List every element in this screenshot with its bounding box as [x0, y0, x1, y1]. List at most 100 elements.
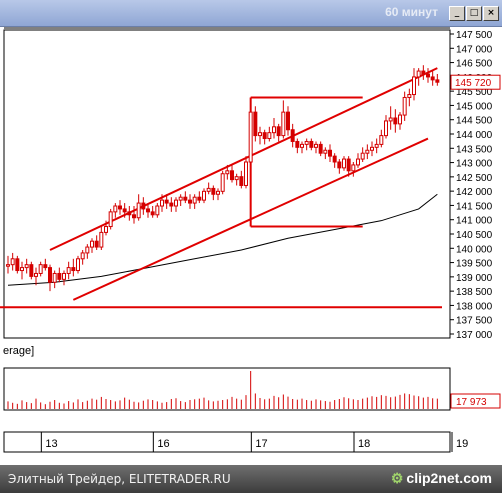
candle-body	[52, 272, 57, 283]
volume-panel: 17 973	[3, 367, 501, 411]
candle-body	[71, 267, 76, 272]
candle-body	[43, 264, 48, 269]
candle-body	[426, 73, 430, 78]
y-tick-label: 144 000	[456, 130, 493, 141]
y-tick-label: 139 000	[456, 273, 493, 284]
candle-body	[332, 155, 337, 163]
candle-body	[360, 152, 365, 160]
candle-body	[113, 205, 118, 213]
candle-body	[435, 79, 440, 83]
candle-body	[239, 176, 244, 186]
candle-body	[421, 70, 426, 75]
candle-body	[146, 208, 150, 213]
candle-body	[225, 170, 230, 175]
candle-body	[66, 267, 71, 274]
candle-body	[356, 158, 360, 166]
candle-body	[183, 196, 188, 201]
candle-body	[393, 117, 398, 125]
candle-body	[10, 258, 15, 266]
candle-body	[178, 196, 183, 201]
candle-body	[328, 149, 332, 157]
candle-body	[38, 264, 43, 274]
candle-body	[370, 146, 374, 151]
moving-average-line	[7, 193, 438, 286]
candle-body	[62, 272, 66, 280]
y-tick-label: 145 000	[456, 101, 493, 112]
y-tick-label: 145 500	[456, 87, 493, 98]
last-price-label: 145 720	[455, 78, 492, 89]
candle-body	[202, 190, 206, 201]
candle-body	[15, 258, 20, 272]
y-tick-label: 140 500	[456, 230, 493, 241]
candle-body	[272, 126, 276, 134]
candle-body	[276, 126, 281, 137]
x-day-label: 13	[45, 438, 57, 450]
candle-body	[258, 132, 262, 137]
candle-body	[314, 143, 318, 148]
candle-body	[48, 267, 52, 283]
y-tick-label: 143 000	[456, 159, 493, 170]
candle-body	[351, 164, 356, 172]
x-day-label: 16	[157, 438, 169, 450]
title-bar: 60 минут _ □ ×	[0, 0, 502, 27]
candle-body	[374, 143, 379, 148]
x-axis-frame	[3, 431, 451, 453]
candle-body	[290, 129, 295, 142]
maximize-button[interactable]: □	[466, 6, 482, 21]
candle-body	[118, 205, 122, 210]
candle-body	[379, 135, 384, 145]
candle-body	[80, 252, 85, 260]
close-button[interactable]: ×	[483, 6, 499, 21]
y-tick-label: 142 500	[456, 173, 493, 184]
candle-body	[365, 149, 370, 154]
x-axis: 13161718192023	[3, 431, 468, 453]
minimize-button[interactable]: _	[449, 6, 465, 21]
candle-body	[127, 211, 132, 216]
y-tick-label: 141 000	[456, 216, 493, 227]
candle-body	[169, 202, 174, 207]
candle-body	[94, 240, 99, 248]
candle-body	[220, 173, 225, 192]
candle-body	[407, 94, 412, 98]
y-tick-label: 144 500	[456, 116, 493, 127]
candle-body	[164, 199, 169, 204]
candle-body	[104, 226, 108, 233]
candle-body	[155, 205, 160, 216]
y-tick-label: 147 000	[456, 44, 493, 55]
last-price-box	[450, 74, 501, 90]
candle-body	[309, 140, 314, 148]
candle-body	[57, 272, 62, 280]
candle-body	[398, 114, 402, 125]
clip2net-logo: ⚙ clip2net.com	[391, 470, 492, 487]
candle-body	[108, 211, 113, 228]
candle-body	[281, 111, 286, 137]
y-tick-label: 140 000	[456, 244, 493, 255]
candle-body	[304, 140, 309, 145]
footer-text: Элитный Трейдер, ELITETRADER.RU	[8, 472, 231, 486]
candle-body	[90, 240, 94, 248]
price-plot-frame	[3, 29, 451, 339]
candle-body	[323, 149, 328, 154]
candle-body	[388, 117, 393, 122]
y-tick-label: 137 500	[456, 316, 493, 327]
candle-body	[76, 258, 80, 272]
candle-body	[248, 111, 253, 163]
y-tick-label: 138 000	[456, 301, 493, 312]
volume-value-label: 17 973	[456, 397, 487, 408]
candle-body	[230, 170, 234, 181]
candle-body	[412, 76, 416, 96]
y-tick-label: 141 500	[456, 201, 493, 212]
volume-value-box	[450, 393, 501, 409]
candle-body	[216, 190, 220, 195]
candle-body	[188, 199, 192, 204]
candle-body	[136, 202, 141, 219]
candle-body	[295, 140, 300, 148]
candle-body	[174, 199, 178, 207]
candle-body	[150, 211, 155, 216]
candle-body	[29, 264, 34, 277]
candle-body	[160, 199, 164, 207]
window-title: 60 минут	[385, 5, 438, 19]
